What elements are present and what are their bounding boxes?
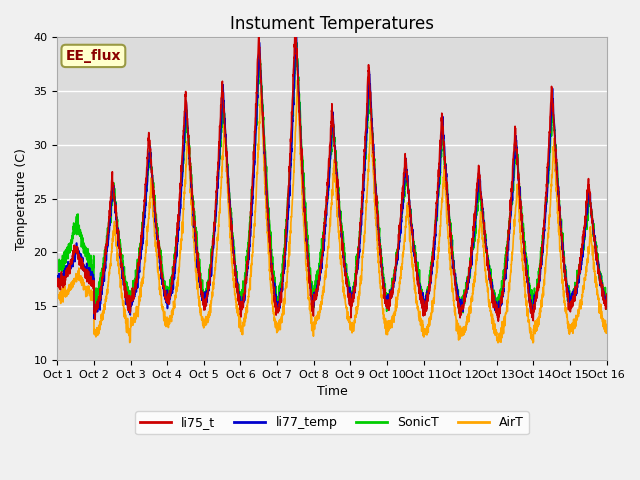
li77_temp	[533, 288, 541, 293]
SonicT	[533, 278, 541, 284]
SonicT	[593, 239, 600, 245]
li77_temp	[149, 184, 157, 190]
li77_temp	[264, 217, 272, 223]
X-axis label: Time: Time	[317, 385, 348, 398]
SonicT	[603, 291, 611, 297]
Line: AirT: AirT	[58, 80, 607, 343]
AirT	[116, 276, 124, 281]
li75_t	[533, 295, 541, 301]
Text: EE_flux: EE_flux	[66, 49, 121, 63]
Y-axis label: Temperature (C): Temperature (C)	[15, 148, 28, 250]
Title: Instument Temperatures: Instument Temperatures	[230, 15, 434, 33]
li75_t	[603, 291, 611, 297]
li77_temp	[593, 246, 600, 252]
Line: SonicT: SonicT	[58, 43, 607, 314]
Line: li77_temp: li77_temp	[58, 34, 607, 318]
li77_temp	[54, 275, 61, 280]
li75_t	[291, 16, 299, 22]
SonicT	[456, 312, 463, 317]
li77_temp	[292, 31, 300, 36]
li77_temp	[90, 315, 98, 321]
li75_t	[288, 112, 296, 118]
li75_t	[116, 252, 124, 258]
AirT	[533, 324, 541, 330]
li75_t	[148, 183, 156, 189]
SonicT	[54, 261, 61, 267]
SonicT	[293, 40, 301, 46]
AirT	[603, 324, 611, 330]
SonicT	[264, 197, 272, 203]
AirT	[529, 340, 537, 346]
AirT	[264, 238, 272, 244]
SonicT	[148, 178, 156, 184]
Line: li75_t: li75_t	[58, 19, 607, 321]
li77_temp	[603, 292, 611, 298]
li75_t	[264, 215, 272, 220]
SonicT	[116, 237, 124, 242]
Legend: li75_t, li77_temp, SonicT, AirT: li75_t, li77_temp, SonicT, AirT	[135, 411, 529, 434]
AirT	[54, 283, 61, 289]
li75_t	[593, 257, 600, 263]
li77_temp	[116, 255, 124, 261]
SonicT	[288, 131, 296, 136]
li75_t	[54, 283, 61, 288]
li75_t	[494, 318, 502, 324]
AirT	[288, 209, 296, 215]
AirT	[294, 77, 301, 83]
li77_temp	[288, 138, 296, 144]
AirT	[148, 205, 156, 211]
AirT	[593, 284, 600, 290]
